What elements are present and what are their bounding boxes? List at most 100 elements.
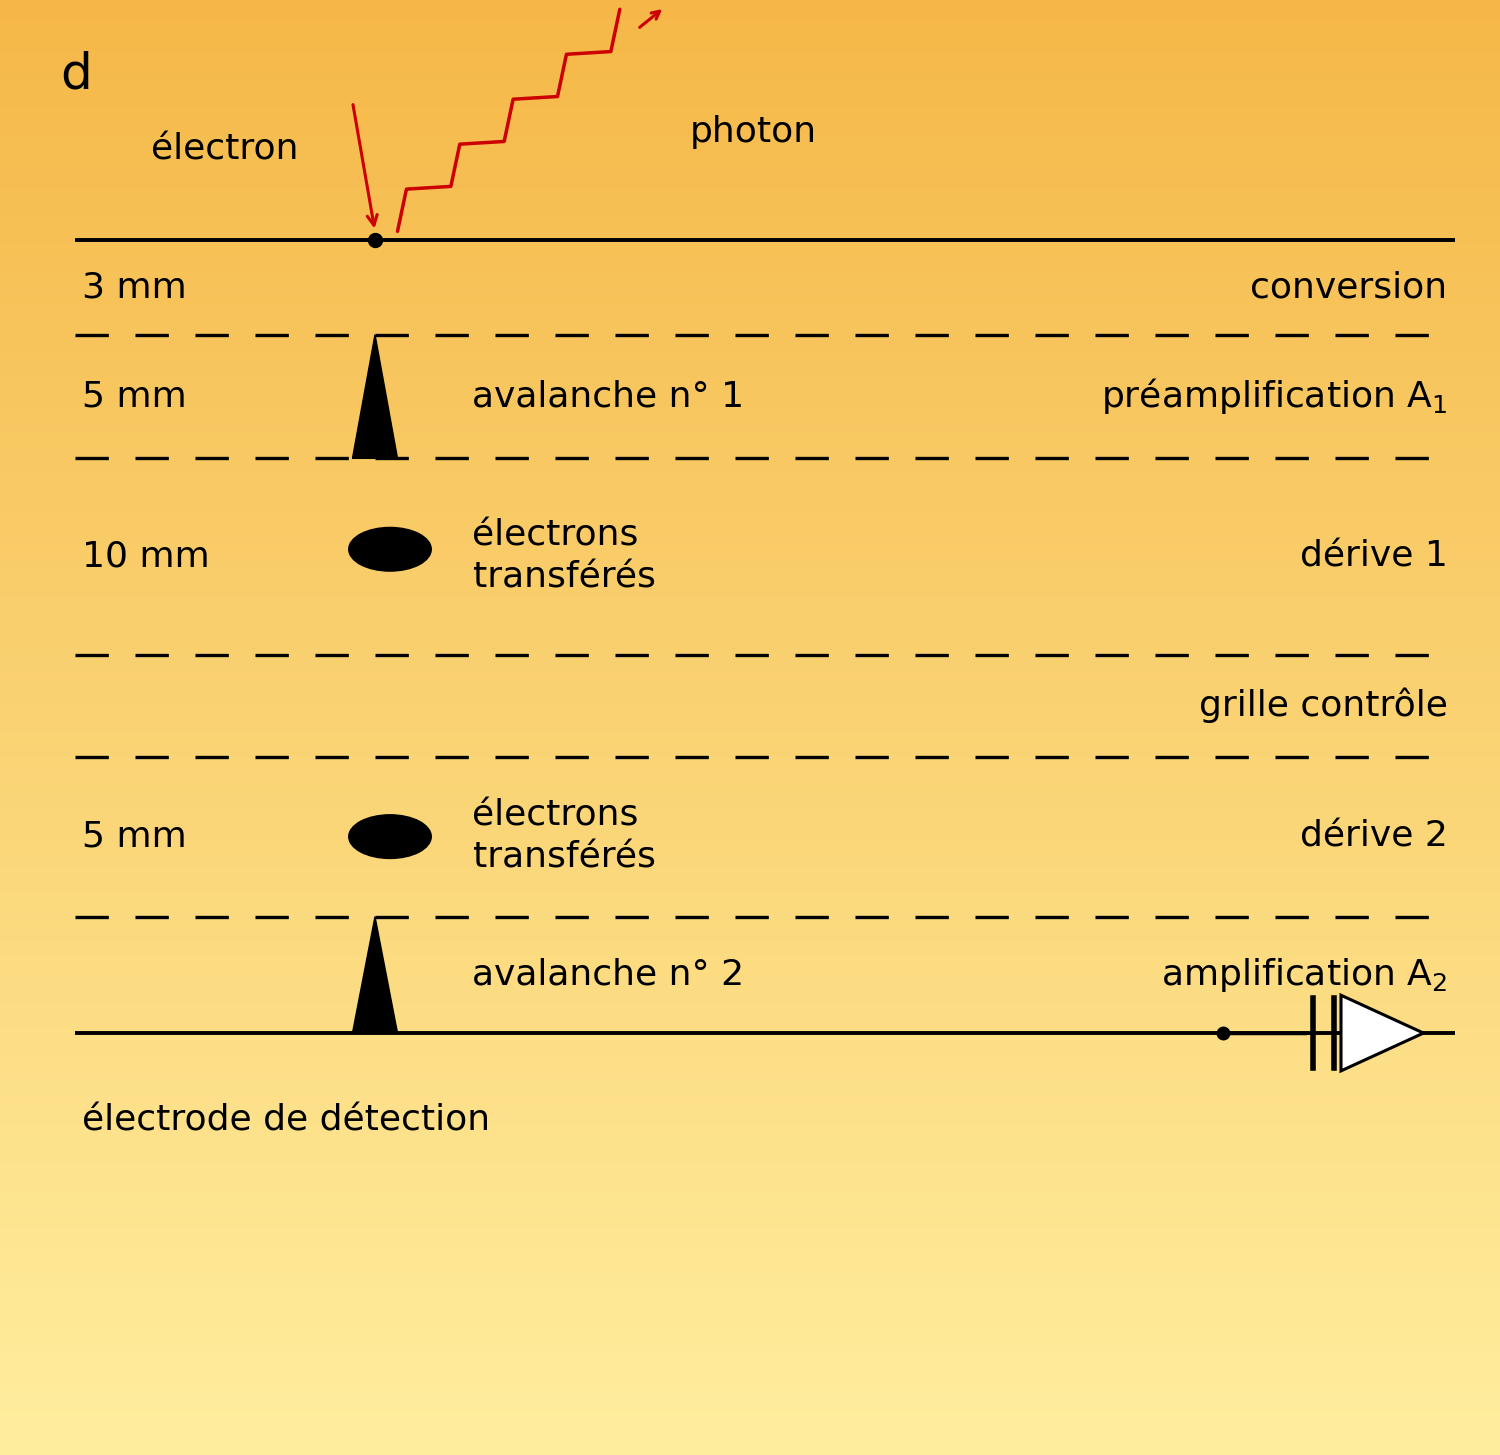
Bar — [0, 48, 1500, 54]
Bar — [0, 15, 1500, 19]
Bar — [0, 10, 1500, 15]
Bar — [0, 543, 1500, 549]
Bar — [0, 863, 1500, 869]
Text: préamplification A$_1$: préamplification A$_1$ — [1101, 377, 1448, 416]
Bar — [0, 534, 1500, 538]
Bar — [0, 985, 1500, 989]
Bar — [0, 698, 1500, 703]
Bar — [0, 1087, 1500, 1091]
Bar — [0, 1197, 1500, 1203]
Bar — [0, 388, 1500, 393]
Bar — [0, 87, 1500, 92]
Bar — [0, 436, 1500, 441]
Bar — [0, 1372, 1500, 1378]
Bar — [0, 1237, 1500, 1241]
Bar — [0, 1091, 1500, 1096]
Bar — [0, 1334, 1500, 1339]
Bar — [0, 258, 1500, 262]
Bar — [0, 1120, 1500, 1125]
Bar — [0, 1212, 1500, 1218]
Bar — [0, 694, 1500, 698]
Bar — [0, 936, 1500, 941]
Bar — [0, 4, 1500, 10]
Bar — [0, 1067, 1500, 1072]
Bar — [0, 586, 1500, 592]
Bar — [0, 407, 1500, 412]
Bar — [0, 941, 1500, 946]
Bar — [0, 1033, 1500, 1037]
Bar — [0, 480, 1500, 485]
Bar — [0, 553, 1500, 557]
Bar — [0, 1387, 1500, 1392]
Bar — [0, 950, 1500, 956]
Bar — [0, 1392, 1500, 1397]
Polygon shape — [352, 335, 398, 458]
Bar — [0, 679, 1500, 684]
Bar — [0, 485, 1500, 490]
Bar — [0, 1320, 1500, 1324]
Text: amplification A$_2$: amplification A$_2$ — [1161, 956, 1448, 994]
Bar — [0, 771, 1500, 776]
Bar — [0, 505, 1500, 509]
Text: conversion: conversion — [1251, 271, 1448, 304]
Bar — [0, 578, 1500, 582]
Bar — [0, 324, 1500, 330]
Bar — [0, 931, 1500, 936]
Bar — [0, 29, 1500, 33]
Bar — [0, 1164, 1500, 1168]
Bar — [0, 829, 1500, 834]
Text: photon: photon — [690, 115, 818, 150]
Bar — [0, 1247, 1500, 1251]
Bar — [0, 563, 1500, 567]
Bar — [0, 917, 1500, 921]
Bar — [0, 519, 1500, 524]
Bar — [0, 247, 1500, 252]
Bar — [0, 1426, 1500, 1430]
Bar — [0, 476, 1500, 480]
Bar — [0, 1037, 1500, 1043]
Bar — [0, 214, 1500, 218]
Bar — [0, 141, 1500, 146]
Text: grille contrôle: grille contrôle — [1198, 688, 1448, 723]
Bar — [0, 1193, 1500, 1197]
Bar — [0, 1430, 1500, 1436]
Bar — [0, 1295, 1500, 1299]
Bar — [0, 796, 1500, 800]
Bar — [0, 1135, 1500, 1139]
Bar — [0, 615, 1500, 621]
Bar — [0, 441, 1500, 447]
Bar — [0, 58, 1500, 63]
Bar — [0, 164, 1500, 170]
Bar — [0, 237, 1500, 243]
Bar — [0, 0, 1500, 4]
Bar — [0, 1072, 1500, 1077]
Bar — [0, 713, 1500, 717]
Bar — [0, 1227, 1500, 1232]
Text: 10 mm: 10 mm — [82, 540, 210, 573]
Text: 5 mm: 5 mm — [82, 819, 188, 854]
Bar — [0, 185, 1500, 189]
Text: 3 mm: 3 mm — [82, 271, 188, 304]
Bar — [0, 728, 1500, 732]
Bar — [0, 1241, 1500, 1247]
Bar — [0, 403, 1500, 407]
Bar — [0, 790, 1500, 796]
Text: électrode de détection: électrode de détection — [82, 1103, 491, 1138]
Bar — [0, 1208, 1500, 1212]
Bar — [0, 781, 1500, 786]
Polygon shape — [1341, 995, 1424, 1071]
Bar — [0, 131, 1500, 135]
Bar — [0, 1285, 1500, 1291]
Bar — [0, 1062, 1500, 1067]
Bar — [0, 902, 1500, 906]
Bar — [0, 528, 1500, 534]
Bar — [0, 146, 1500, 150]
Bar — [0, 1058, 1500, 1062]
Bar — [0, 1077, 1500, 1081]
Bar — [0, 1081, 1500, 1087]
Bar — [0, 1096, 1500, 1101]
Bar — [0, 1305, 1500, 1310]
Bar — [0, 1101, 1500, 1106]
Bar — [0, 538, 1500, 543]
Bar — [0, 1436, 1500, 1440]
